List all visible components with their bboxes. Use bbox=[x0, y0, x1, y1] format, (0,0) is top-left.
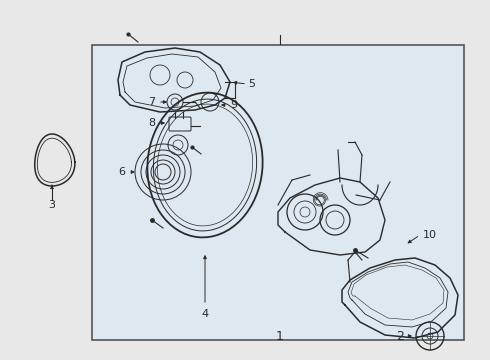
Text: 10: 10 bbox=[423, 230, 437, 240]
Text: 9: 9 bbox=[230, 100, 237, 110]
Text: 4: 4 bbox=[201, 309, 209, 319]
Text: 2: 2 bbox=[396, 329, 404, 342]
Text: 3: 3 bbox=[49, 200, 55, 210]
Text: 5: 5 bbox=[248, 79, 255, 89]
Text: 7: 7 bbox=[148, 97, 155, 107]
Bar bbox=[92, 45, 464, 340]
Text: 8: 8 bbox=[148, 118, 155, 128]
Text: 1: 1 bbox=[276, 329, 284, 342]
Text: 6: 6 bbox=[119, 167, 125, 177]
